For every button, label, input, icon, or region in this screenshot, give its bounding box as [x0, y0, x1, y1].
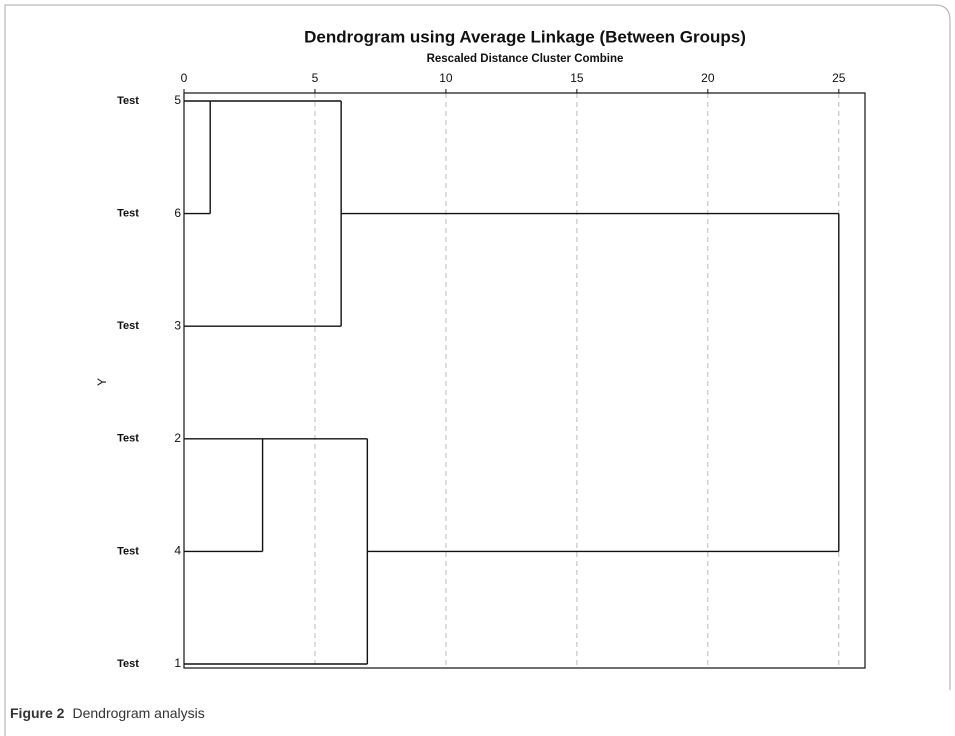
caption-label: Figure 2 [10, 705, 65, 721]
caption: Figure 2 Dendrogram analysis [10, 705, 205, 721]
leaf-case: 1 [174, 656, 181, 670]
figure-frame [4, 4, 951, 736]
leaf-name: Test [117, 433, 139, 445]
leaf-name: Test [117, 95, 139, 107]
x-tick-label: 5 [312, 71, 319, 85]
leaf-case: 6 [174, 206, 181, 220]
leaf-name: Test [117, 208, 139, 220]
leaf-name: Test [117, 658, 139, 670]
plot-frame [183, 92, 866, 669]
chart-title: Dendrogram using Average Linkage (Betwee… [304, 27, 746, 46]
x-tick-label: 10 [439, 71, 453, 85]
x-tick-label: 0 [181, 71, 188, 85]
y-axis-label: Y [95, 378, 109, 386]
leaf-case: 5 [174, 93, 181, 107]
caption-text: Dendrogram analysis [72, 705, 204, 721]
x-tick-label: 20 [701, 71, 715, 85]
leaf-case: 4 [174, 544, 181, 558]
x-tick-label: 25 [832, 71, 846, 85]
leaf-name: Test [117, 320, 139, 332]
leaf-case: 3 [174, 318, 181, 332]
leaf-name: Test [117, 545, 139, 557]
leaf-case: 2 [174, 431, 181, 445]
x-tick-label: 15 [570, 71, 584, 85]
x-axis-label: Rescaled Distance Cluster Combine [427, 53, 624, 65]
